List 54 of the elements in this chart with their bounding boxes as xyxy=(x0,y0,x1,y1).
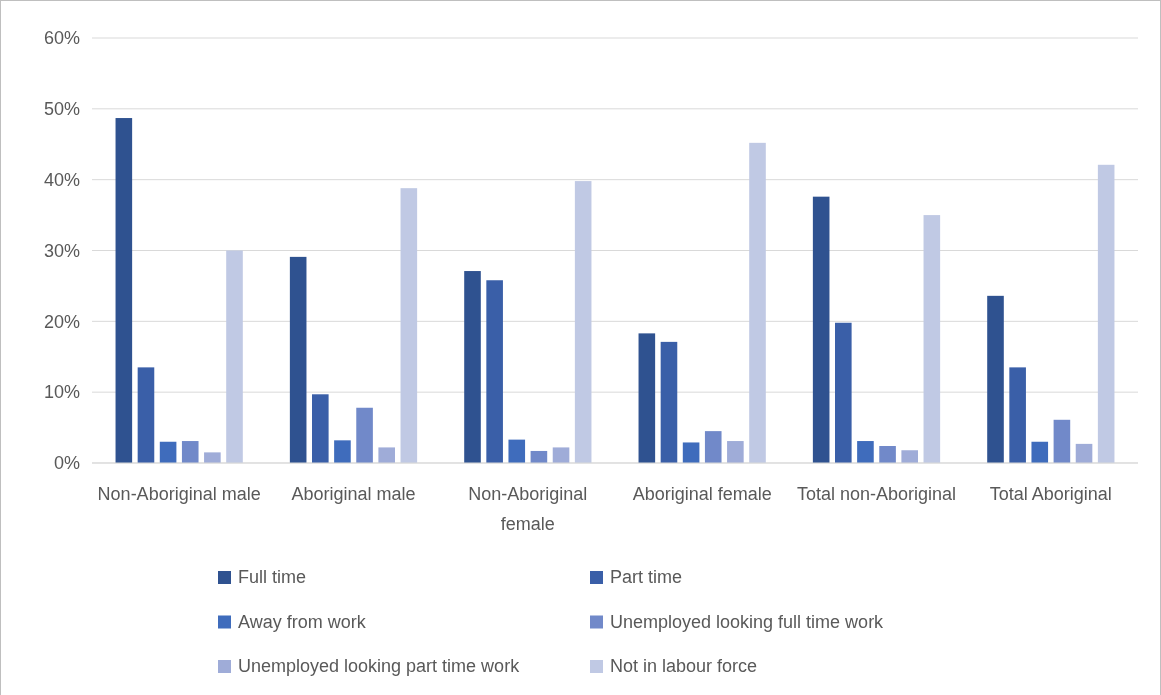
bar xyxy=(682,442,700,463)
bar xyxy=(879,446,896,463)
bar xyxy=(204,452,221,463)
bar xyxy=(1097,164,1115,463)
bar xyxy=(312,394,329,463)
bar xyxy=(923,215,941,463)
legend-label: Unemployed looking full time work xyxy=(610,611,885,632)
y-tick-label: 60% xyxy=(43,28,80,49)
bar xyxy=(704,431,722,463)
x-tick-label: Total non-Aboriginal xyxy=(796,484,957,504)
bar xyxy=(400,188,418,463)
bar xyxy=(857,441,874,463)
y-tick-label: 40% xyxy=(43,169,80,190)
y-tick-label: 0% xyxy=(53,453,80,474)
bar xyxy=(137,367,155,463)
bar xyxy=(289,256,307,463)
x-tick-label: Non-Aboriginal male xyxy=(97,484,261,504)
legend-label: Away from work xyxy=(238,611,367,632)
bar xyxy=(749,142,766,463)
bar xyxy=(464,271,481,463)
x-tick-label: Total Aboriginal xyxy=(989,484,1112,504)
legend-label: Full time xyxy=(238,567,307,588)
x-tick-label: Non-Aboriginal female xyxy=(468,484,588,534)
bar xyxy=(987,295,1004,463)
x-tick-label: Aboriginal male xyxy=(291,484,416,504)
y-tick-label: 10% xyxy=(43,382,80,403)
y-tick-label: 30% xyxy=(43,240,80,261)
bar xyxy=(1031,441,1049,463)
bar xyxy=(356,407,373,463)
bar xyxy=(727,441,744,463)
bar xyxy=(660,341,678,463)
bar xyxy=(1075,443,1093,463)
bar xyxy=(552,447,570,463)
bar xyxy=(508,439,526,463)
bar xyxy=(378,447,395,463)
bar xyxy=(181,441,199,463)
y-tick-label: 50% xyxy=(43,99,80,120)
legend-label: Part time xyxy=(610,567,683,588)
y-tick-label: 20% xyxy=(43,311,80,332)
bar xyxy=(1009,367,1026,463)
bar xyxy=(812,196,830,463)
bar xyxy=(638,333,656,463)
legend-label: Not in labour force xyxy=(610,656,758,677)
bar xyxy=(159,441,177,463)
bar xyxy=(486,280,503,463)
bar xyxy=(226,250,243,463)
bar xyxy=(574,181,592,463)
bar xyxy=(1053,419,1071,463)
bar xyxy=(334,440,351,463)
bar xyxy=(835,322,852,463)
bar xyxy=(901,450,918,463)
x-tick-label: Aboriginal female xyxy=(632,484,772,504)
bar xyxy=(115,118,133,463)
legend-label: Unemployed looking part time work xyxy=(238,656,521,677)
